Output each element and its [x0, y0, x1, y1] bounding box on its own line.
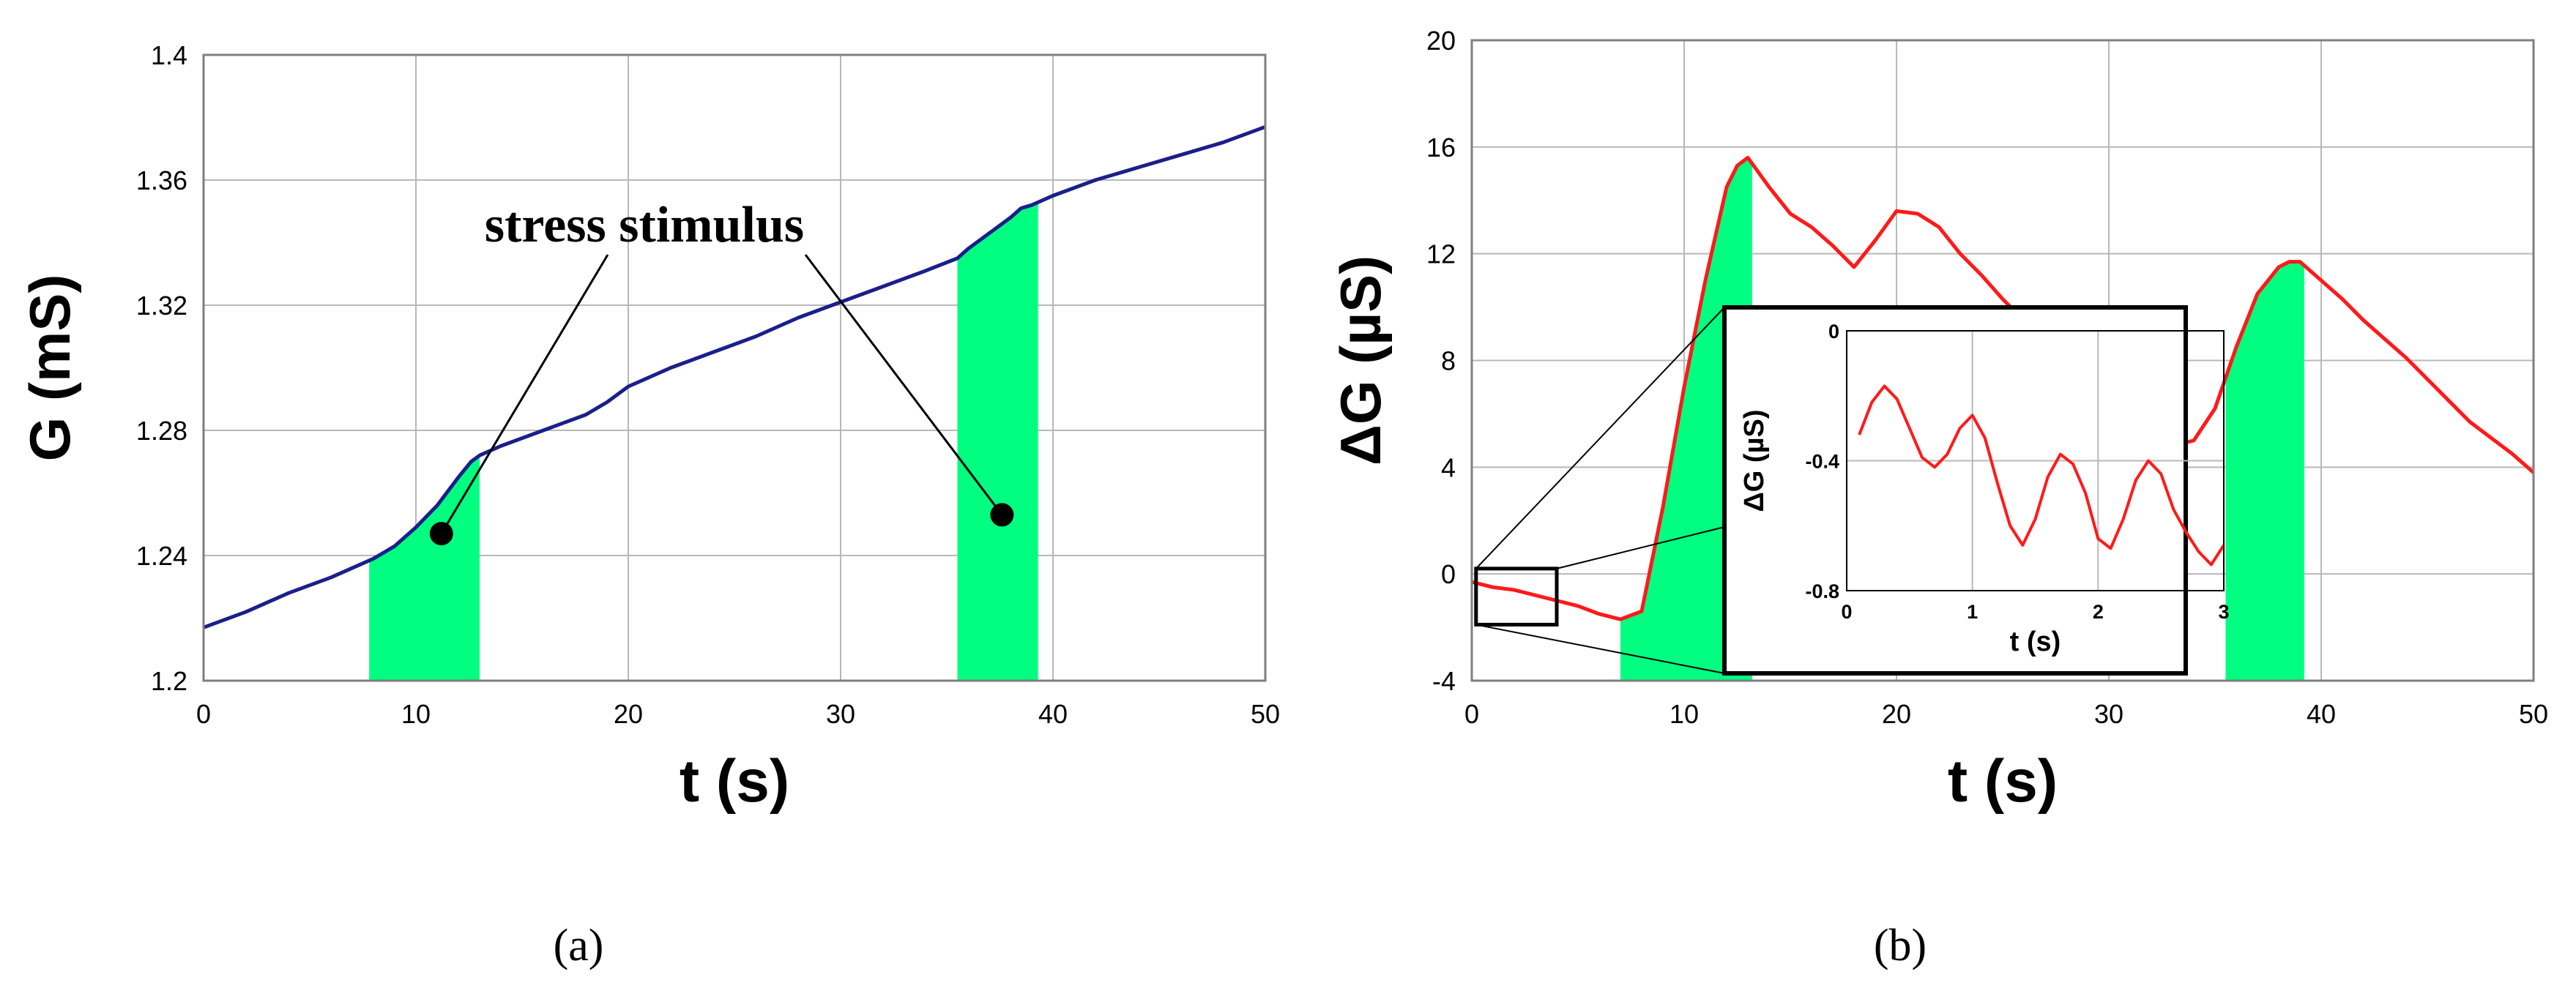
inset-x-tick-label: 0	[1841, 601, 1852, 623]
inset-series-line	[1858, 384, 2225, 566]
inset-connector-line	[1475, 307, 1725, 569]
annotation-leader-line	[440, 254, 609, 534]
y-axis-label: G (mS)	[18, 274, 82, 462]
y-axis-label: ΔG (µS)	[1328, 255, 1393, 465]
stress-stimulus-annotation: stress stimulus	[485, 197, 804, 253]
y-tick-label: 1.24	[136, 541, 187, 571]
y-tick-label: 0	[1441, 559, 1456, 589]
x-tick-label: 0	[196, 699, 211, 729]
inset-y-tick-label: -0.4	[1805, 451, 1839, 473]
panel-caption: (a)	[554, 921, 604, 971]
data-series-line	[1471, 155, 2535, 621]
x-tick-label: 50	[1251, 699, 1280, 729]
x-tick-label: 30	[2094, 699, 2123, 729]
inset-x-tick-label: 1	[1967, 601, 1978, 623]
annotation-marker	[429, 522, 453, 546]
annotation-leader-line	[804, 254, 1003, 516]
inset-x-axis-label: t (s)	[2010, 627, 2061, 657]
y-tick-label: 1.36	[136, 165, 187, 195]
inset-plot-frame	[1846, 330, 2225, 591]
inset-connector-line	[1475, 624, 1725, 674]
stimulus-shaded-region	[1620, 157, 1752, 681]
y-tick-label: 1.2	[151, 666, 187, 696]
y-tick-label: 4	[1441, 452, 1456, 482]
inset-x-tick-label: 3	[2218, 601, 2229, 623]
panel-caption: (b)	[1874, 921, 1927, 971]
y-tick-label: -4	[1432, 666, 1456, 696]
y-tick-label: 1.4	[151, 40, 187, 70]
inset-x-tick-label: 2	[2093, 601, 2104, 623]
inset-y-tick-label: -0.8	[1805, 580, 1839, 602]
inset-y-tick-label: 0	[1828, 321, 1839, 343]
x-tick-label: 10	[1669, 699, 1699, 729]
panel-a: 0 10 20 30 40 50 1.2 1.24 1.28 1.32 1.36 1.4 t (s) G …	[18, 40, 1280, 971]
x-tick-label: 40	[2307, 699, 2336, 729]
x-tick-label: 30	[826, 699, 855, 729]
stimulus-shaded-region	[369, 455, 480, 681]
plot-frame	[1470, 39, 2535, 682]
x-tick-label: 10	[401, 699, 431, 729]
data-series-line	[203, 124, 1266, 629]
inset-connector-line	[1556, 526, 1725, 569]
x-tick-label: 20	[614, 699, 643, 729]
y-tick-label: 8	[1441, 346, 1456, 376]
y-tick-label: 20	[1426, 26, 1456, 56]
y-tick-label: 1.32	[136, 291, 187, 321]
plot-frame	[202, 53, 1267, 682]
x-axis-label: t (s)	[680, 748, 789, 815]
stimulus-shaded-region	[957, 202, 1038, 681]
zoom-region-box	[1474, 566, 1559, 627]
x-tick-label: 20	[1882, 699, 1911, 729]
y-tick-label: 12	[1426, 239, 1456, 269]
x-tick-label: 40	[1038, 699, 1068, 729]
x-tick-label: 50	[2519, 699, 2548, 729]
y-tick-label: 16	[1426, 132, 1456, 162]
x-tick-label: 0	[1464, 699, 1479, 729]
y-tick-label: 1.28	[136, 416, 187, 446]
stimulus-shaded-region	[2225, 261, 2304, 681]
x-axis-label: t (s)	[1948, 748, 2058, 815]
inset-frame	[1722, 305, 2188, 676]
annotation-marker	[990, 503, 1014, 527]
inset-y-axis-label: ΔG (µS)	[1739, 410, 1770, 512]
